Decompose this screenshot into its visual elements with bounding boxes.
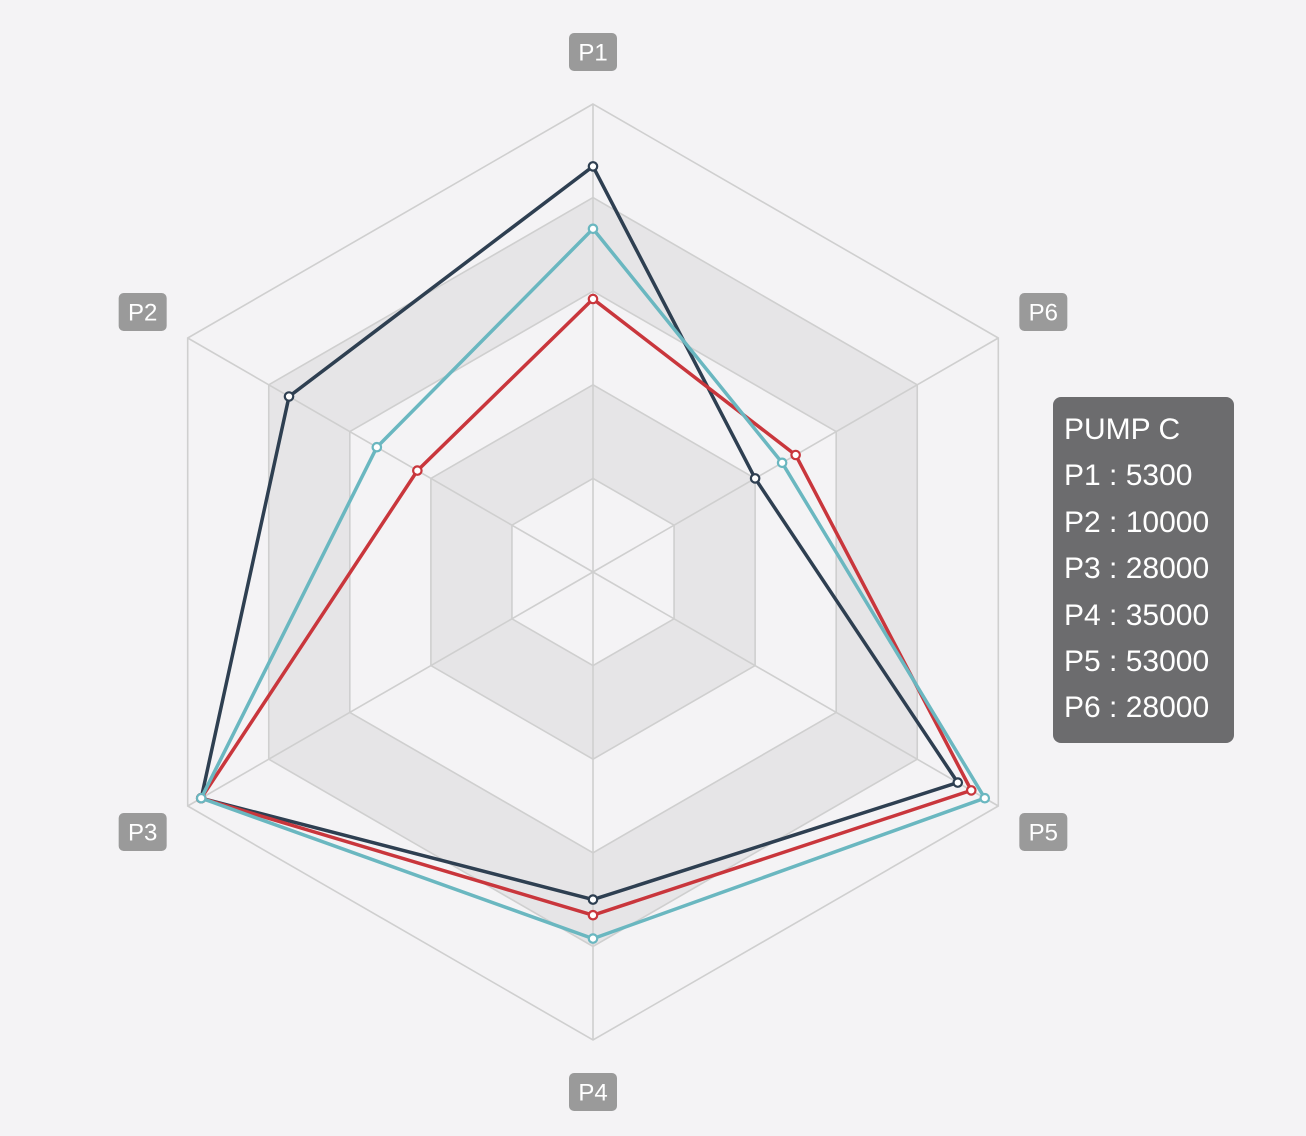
axis-label-tag	[1019, 293, 1068, 331]
series-point-p6[interactable]	[749, 473, 761, 484]
series-point-p5[interactable]	[979, 792, 991, 804]
tooltip-line-p2: P2 : 10000	[1064, 505, 1210, 539]
tooltip-line-p4: P4 : 35000	[1064, 598, 1210, 632]
axis-label-tag	[1019, 813, 1068, 851]
axis-label-text: P2	[128, 300, 157, 327]
series-3[interactable]	[195, 223, 991, 944]
axis-label-text: P4	[578, 1080, 607, 1107]
series-point-p5[interactable]	[952, 777, 964, 788]
axis-label-p6: P6	[1019, 293, 1068, 331]
series-point-p4[interactable]	[587, 933, 599, 944]
axis-label-text: P6	[1029, 300, 1058, 327]
tooltip: PUMP C P1 : 5300 P2 : 10000 P3 : 28000 P4 :…	[1053, 397, 1234, 743]
axis-label-tag	[118, 813, 167, 851]
series-layer	[195, 161, 991, 944]
tooltip-line-p1: P1 : 5300	[1064, 459, 1193, 493]
axis-label-text: P1	[578, 40, 607, 67]
axis-spoke-p3	[187, 571, 594, 807]
series-point-p4[interactable]	[587, 909, 599, 921]
tooltip-lines: P1 : 5300 P2 : 10000 P3 : 28000 P4 : 35000 P…	[1064, 453, 1234, 731]
tooltip-line-p6: P6 : 28000	[1064, 691, 1210, 725]
axis-label-p5: P5	[1019, 813, 1068, 851]
tooltip-title: PUMP C	[1064, 413, 1181, 446]
axis-label-tag	[118, 293, 167, 331]
axis-label-p4: P4	[569, 1073, 617, 1111]
axis-label-p2: P2	[118, 293, 167, 331]
axis-label-tag	[569, 33, 617, 71]
axis-label-text: P3	[128, 820, 157, 847]
series-point-p6[interactable]	[776, 457, 788, 469]
axis-labels: P1 P2 P3 P4 P5 P6	[118, 33, 1068, 1111]
axis-spoke-p5	[592, 571, 999, 807]
series-point-p2[interactable]	[371, 441, 383, 453]
series-point-p1[interactable]	[587, 223, 599, 235]
axis-label-p3: P3	[118, 813, 167, 851]
axis-spoke-p2	[187, 337, 594, 573]
axis-label-text: P5	[1029, 820, 1058, 847]
tooltip-line-p5: P5 : 53000	[1064, 645, 1210, 679]
series-point-p4[interactable]	[587, 894, 599, 905]
series-point-p2[interactable]	[412, 465, 423, 476]
series-point-p5[interactable]	[965, 785, 977, 796]
series-point-p6[interactable]	[790, 449, 801, 461]
series-point-p3[interactable]	[195, 792, 207, 804]
series-point-p2[interactable]	[283, 391, 295, 402]
series-point-p1[interactable]	[587, 293, 599, 305]
series-point-p1[interactable]	[587, 161, 599, 172]
tooltip-line-p3: P3 : 28000	[1064, 552, 1210, 586]
axis-label-p1: P1	[569, 33, 617, 71]
axis-label-tag	[569, 1073, 617, 1111]
